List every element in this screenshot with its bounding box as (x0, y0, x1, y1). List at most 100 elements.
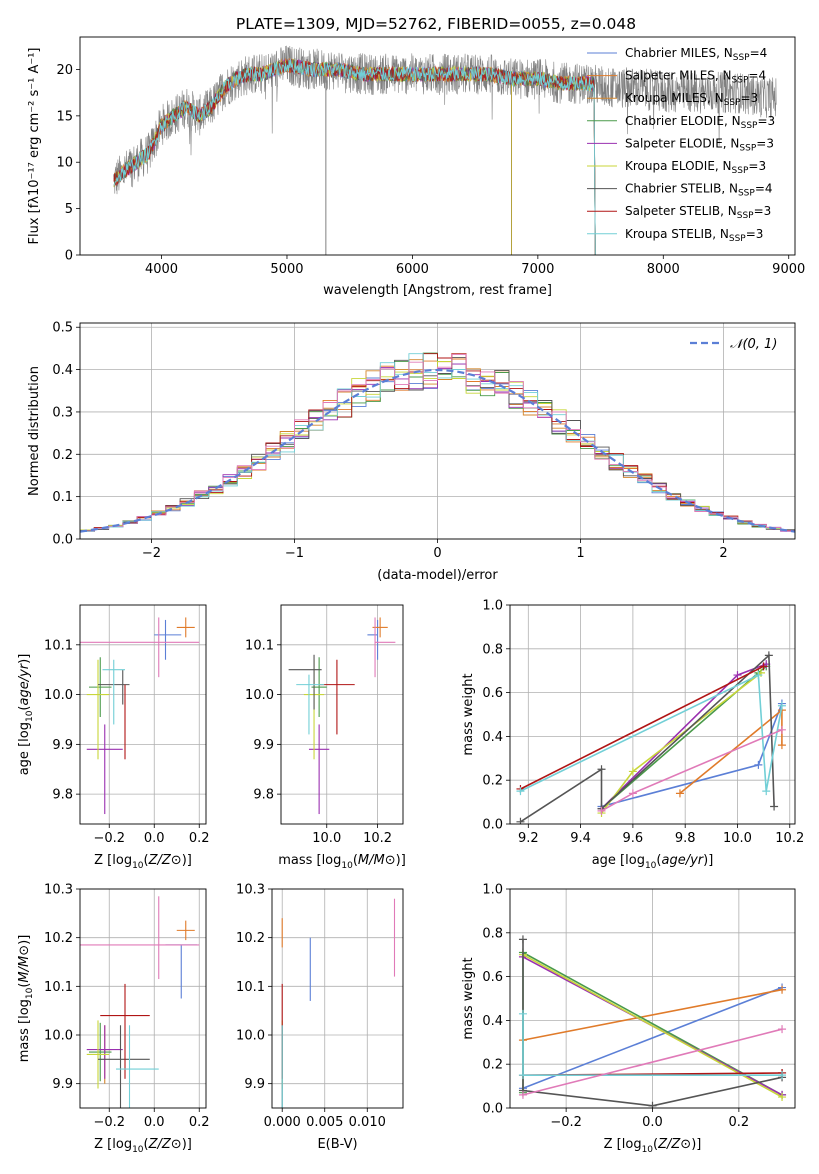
label-subscript: 10 (25, 710, 35, 722)
errorbar-point (288, 654, 322, 710)
y-tick-label: 10.0 (44, 1029, 73, 1044)
model-spectrum-line (113, 57, 596, 255)
legend-name: Chabrier MILES, N (625, 46, 733, 60)
y-tick-label: 0.6 (482, 686, 503, 701)
x-tick-label: 0.2 (189, 831, 210, 846)
x-tick-label: −0.2 (93, 1115, 125, 1130)
weight-marker (628, 767, 637, 776)
panel-spectrum: 4000 5000 6000 7000 8000 9000 0 5 10 15 20 waveleng… (27, 36, 805, 298)
errorbar-point (89, 1022, 112, 1082)
y-tick-label: 0.4 (482, 730, 503, 745)
axes-frame (271, 888, 404, 1109)
x-axis-label: (data-model)/error (377, 568, 498, 583)
y-tick-label: 0.2 (52, 448, 73, 463)
panel-weight-vs-Z: −0.2 0.0 0.2 0.0 0.2 0.4 0.6 0.8 1.0 Z [log10(Z/Z… (461, 883, 796, 1155)
x-tick-label: 0.0 (642, 1115, 663, 1130)
errorbar-point (102, 659, 125, 725)
weight-marker (733, 671, 742, 680)
label-part: )] (396, 853, 406, 868)
x-tick-label: 10.2 (775, 831, 804, 846)
legend-sub: SSP (739, 143, 756, 153)
legend-entry: Chabrier ELODIE, NSSP=3 (625, 114, 775, 131)
x-axis-label: wavelength [Angstrom, rest frame] (323, 283, 552, 298)
model-spectrum-line (113, 58, 596, 255)
x-tick-label: 9000 (772, 262, 805, 277)
label-part: )] (182, 853, 192, 868)
errorbar-point (100, 983, 150, 1079)
y-tick-label: 10.1 (44, 980, 73, 995)
legend-value: =3 (754, 204, 772, 218)
x-tick-label: 0.2 (189, 1115, 210, 1130)
y-tick-label: 9.8 (52, 788, 73, 803)
panel-mass-vs-EBV: 0.000 0.005 0.010 9.9 10.0 10.1 10.2 10.3 E(B-V) (236, 883, 404, 1152)
grid-lines (80, 888, 206, 1108)
weight-marker (777, 701, 786, 710)
weight-marker (518, 1071, 527, 1080)
weight-series-line (522, 988, 783, 1041)
axes-frame (280, 604, 404, 825)
y-tick-label: 10.0 (44, 688, 73, 703)
x-tick-label: −0.2 (93, 831, 125, 846)
y-tick-label: 0.0 (482, 1102, 503, 1117)
weight-marker (754, 671, 763, 680)
errorbar-point (176, 920, 195, 941)
x-axis-label: age [log10(age/yr)] (592, 853, 714, 871)
model-spectrum-line (113, 59, 596, 255)
x-tick-label: 0.000 (264, 1115, 301, 1130)
y-tick-label: 9.9 (253, 738, 274, 753)
label-part: ( (144, 853, 149, 868)
label-part: ( (653, 1137, 658, 1152)
errorbar-point (176, 617, 195, 638)
plot-area (516, 651, 786, 824)
y-tick-label: 0.0 (52, 533, 73, 548)
y-axis-label: mass weight (461, 673, 476, 755)
errorbar-point (86, 724, 123, 815)
legend-value: =4 (748, 69, 766, 83)
x-tick-label: −2 (142, 546, 161, 561)
x-tick-label: 2 (719, 546, 727, 561)
label-subscript: 10 (132, 1145, 144, 1155)
y-tick-label: 9.8 (253, 788, 274, 803)
y-tick-label: 0.0 (482, 818, 503, 833)
label-part: )] (703, 853, 713, 868)
label-italic: Z/Z⊙ (148, 853, 182, 868)
y-tick-label: 0.4 (482, 1014, 503, 1029)
y-axis-label: age [log10(age/yr)] (17, 654, 35, 776)
legend-name: Salpeter ELODIE, N (625, 136, 739, 150)
label-part: )] (17, 935, 32, 945)
x-axis-label: Z [log10(Z/Z⊙)] (94, 853, 192, 871)
x-axis-label: E(B-V) (317, 1137, 357, 1152)
legend-name: Chabrier STELIB, N (625, 182, 738, 196)
legend-entry: Salpeter STELIB, NSSP=3 (625, 204, 771, 221)
legend-sub: SSP (737, 211, 754, 221)
label-part: )] (17, 654, 32, 664)
label-italic: age/yr (17, 662, 32, 705)
x-axis-label: Z [log10(Z/Z⊙)] (604, 1137, 702, 1155)
x-tick-label: 9.2 (518, 831, 539, 846)
y-tick-label: 10.1 (44, 638, 73, 653)
legend-name: Chabrier ELODIE, N (625, 114, 741, 128)
weight-series-line (520, 673, 783, 792)
y-tick-label: 5 (65, 202, 73, 217)
label-part: ( (353, 853, 358, 868)
label-part: Z [log (94, 1137, 132, 1152)
errorbar-point (86, 1020, 110, 1089)
label-subscript: 10 (25, 987, 35, 999)
legend-sub: SSP (729, 234, 746, 244)
weight-marker (516, 817, 525, 824)
weight-marker (770, 802, 779, 811)
legend-entry: Chabrier MILES, NSSP=4 (625, 46, 767, 63)
y-axis-label: mass [log10(M/M⊙)] (17, 935, 35, 1063)
weight-marker (648, 1101, 657, 1108)
errorbar-point (165, 944, 197, 999)
grid-lines (80, 605, 206, 824)
x-tick-label: 0.2 (729, 1115, 750, 1130)
x-tick-label: 9.4 (570, 831, 591, 846)
y-tick-label: 0.8 (482, 642, 503, 657)
legend-name: Salpeter MILES, N (625, 69, 732, 83)
panel-mass-vs-Z: −0.2 0.0 0.29.910.010.110.210.3Z [log10(Z/… (17, 883, 210, 1156)
model-spectrum-line (113, 58, 596, 255)
weight-marker (516, 787, 525, 796)
weight-marker (778, 985, 787, 994)
